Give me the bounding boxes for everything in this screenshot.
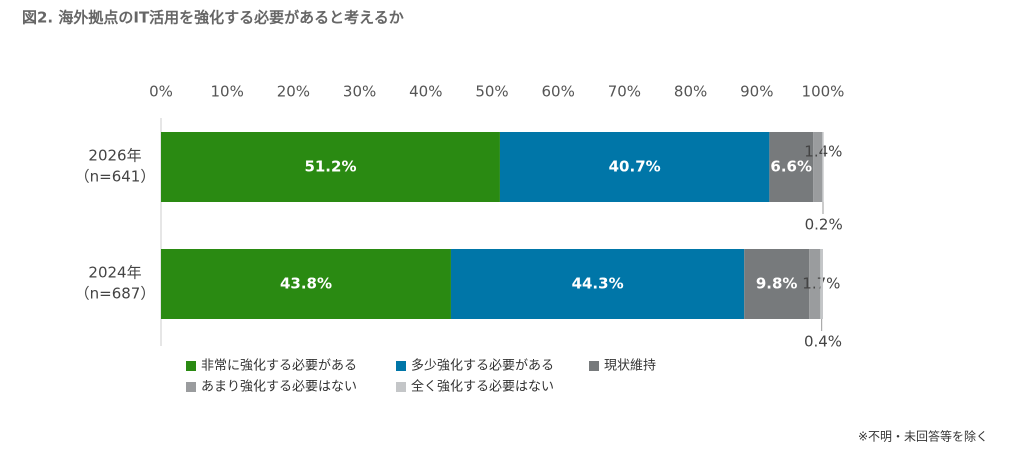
value-label: 9.8%: [756, 275, 798, 293]
x-tick-label: 80%: [674, 83, 707, 101]
x-tick-label: 0%: [149, 83, 173, 101]
bar-segment: [820, 249, 823, 319]
value-label: 43.8%: [280, 275, 332, 293]
x-tick-label: 20%: [277, 83, 310, 101]
legend-swatch: [186, 382, 196, 392]
bar-segment: [499, 132, 770, 202]
bar-segment: [809, 249, 821, 319]
value-label: 0.4%: [804, 333, 842, 351]
legend-label: あまり強化する必要はない: [201, 380, 357, 395]
x-tick-label: 70%: [608, 83, 641, 101]
bar-segment: [161, 249, 451, 319]
legend-label: 現状維持: [604, 359, 656, 374]
category-label: 2026年: [88, 147, 141, 165]
legend-swatch: [589, 361, 599, 371]
value-label: 51.2%: [304, 158, 356, 176]
chart-title: 図2. 海外拠点のIT活用を強化する必要があると考えるか: [22, 9, 404, 27]
x-tick-label: 10%: [211, 83, 244, 101]
value-label: 0.2%: [805, 216, 843, 234]
bar-segment: [744, 249, 810, 319]
legend-label: 非常に強化する必要がある: [201, 359, 357, 374]
value-label: 6.6%: [770, 158, 812, 176]
value-label: 44.3%: [572, 275, 624, 293]
bar-segment: [450, 249, 745, 319]
x-tick-label: 60%: [542, 83, 575, 101]
legend-swatch: [396, 382, 406, 392]
legend-label: 全く強化する必要はない: [411, 379, 554, 395]
bar-segment: [769, 132, 814, 202]
bar-segment: [813, 132, 823, 202]
x-tick-label: 50%: [475, 83, 508, 101]
x-tick-label: 90%: [740, 83, 773, 101]
bar-segment: [822, 132, 824, 202]
category-note: （n=687）: [75, 285, 156, 303]
x-tick-label: 40%: [409, 83, 442, 101]
bar-segment: [161, 132, 500, 202]
value-label: 40.7%: [609, 158, 661, 176]
category-note: （n=641）: [75, 168, 156, 186]
x-tick-label: 100%: [802, 83, 845, 101]
legend-label: 多少強化する必要がある: [411, 358, 554, 374]
x-tick-label: 30%: [343, 83, 376, 101]
legend-swatch: [396, 361, 406, 371]
footnote: ※不明・未回答等を除く: [858, 429, 988, 444]
category-label: 2024年: [88, 264, 141, 282]
legend-swatch: [186, 361, 196, 371]
